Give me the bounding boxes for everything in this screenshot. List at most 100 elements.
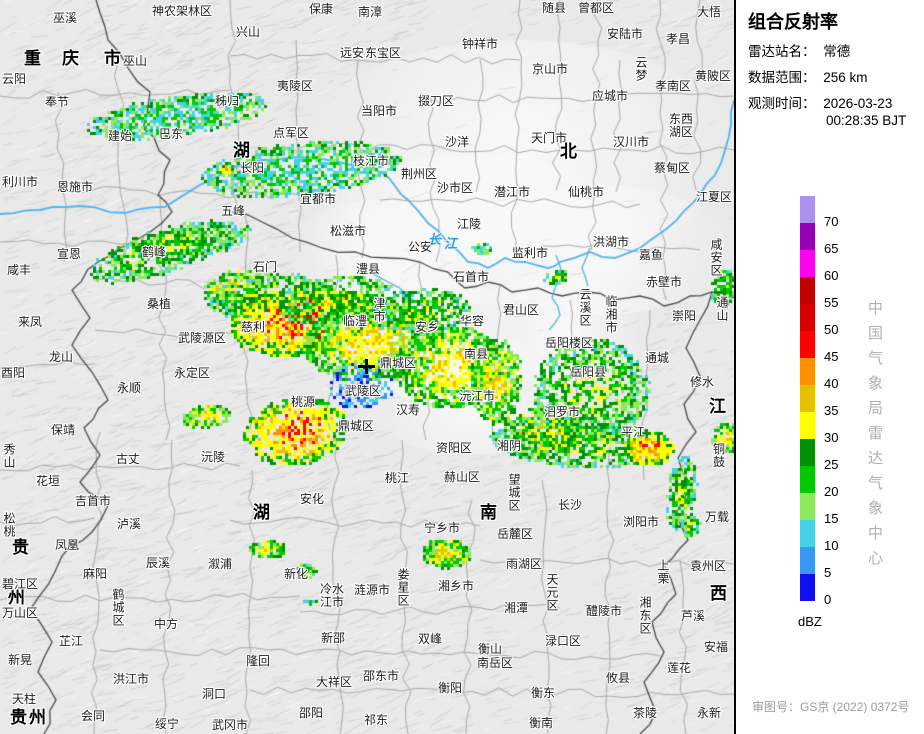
map-label: 沅陵 <box>201 450 226 464</box>
legend-tick-label: 25 <box>824 457 839 472</box>
map-label: 点军区 <box>273 126 310 140</box>
map-label: 临澧 <box>343 314 368 328</box>
map-label: 岳阳县 <box>570 365 607 379</box>
map-label: 泸溪 <box>117 517 142 531</box>
map-label: 岳麓区 <box>497 527 534 541</box>
map-label: 保康 <box>309 2 334 16</box>
map-label: 华容 <box>460 314 485 328</box>
map-label: 雨湖区 <box>506 557 543 571</box>
map-label: 龙山 <box>49 350 74 364</box>
legend-color-block <box>800 304 815 331</box>
map-label: 洪江市 <box>113 672 150 686</box>
map-label: 南岳区 <box>477 656 514 670</box>
legend-tick-label: 20 <box>824 484 839 499</box>
range-label: 数据范围： <box>748 70 816 85</box>
map-label: 湘乡市 <box>438 579 475 593</box>
map-label: 嘉鱼 <box>639 248 664 262</box>
map-label: 汨罗市 <box>544 405 581 419</box>
map-label: 吉首市 <box>75 494 112 508</box>
map-label: 江 <box>709 397 726 416</box>
map-label: 新化 <box>284 567 309 581</box>
legend-tick-label: 5 <box>824 565 832 580</box>
map-label: 应城市 <box>592 89 629 103</box>
map-label: 芷江 <box>59 634 84 648</box>
legend-unit: dBZ <box>798 614 822 629</box>
map-label: 洪湖市 <box>593 235 630 249</box>
legend-color-block <box>800 277 815 304</box>
map-label: 鹤峰 <box>142 245 167 259</box>
map-label: 湖 <box>233 141 250 160</box>
map-label: 津市 <box>372 297 386 323</box>
map-label: 天元区 <box>545 573 559 612</box>
legend-tick-label: 0 <box>824 592 832 607</box>
map-label: 鹤城区 <box>111 588 125 627</box>
map-label: 神农架林区 <box>152 4 213 18</box>
map-label: 铜鼓 <box>713 442 726 469</box>
legend-color-block <box>800 331 815 358</box>
map-label: 辰溪 <box>146 556 171 570</box>
map-label: 枝江市 <box>353 154 390 168</box>
legend-color-block <box>800 520 815 547</box>
map-label: 万山区 <box>2 606 39 620</box>
map-label: 君山区 <box>503 303 540 317</box>
range-value: 256 km <box>823 70 868 85</box>
map-label: 州 <box>29 708 46 727</box>
map-label: 宣恩 <box>57 247 82 261</box>
legend-tick-label: 35 <box>824 403 839 418</box>
map-label: 武冈市 <box>212 718 249 732</box>
legend-color-block <box>800 574 815 601</box>
map-label: 沙市区 <box>437 181 474 195</box>
map-label: 贵 <box>10 708 27 727</box>
map-label: 保靖 <box>51 423 76 437</box>
legend-tick-label: 60 <box>824 268 839 283</box>
map-label: 庆 <box>62 49 79 68</box>
map-label: 花垣 <box>36 474 61 488</box>
map-label: 钟祥市 <box>462 37 499 51</box>
legend-color-block <box>800 466 815 493</box>
map-label: 石门 <box>253 260 278 274</box>
map-label: 西 <box>710 584 727 603</box>
map-label: 长沙 <box>558 498 583 512</box>
map-label: 衡阳 <box>438 681 463 695</box>
map-label: 安福 <box>704 640 729 654</box>
map-label: 松滋市 <box>330 224 367 238</box>
map-label: 东宝区 <box>365 46 402 60</box>
map-label: 澧县 <box>356 262 381 276</box>
map-label: 永新 <box>697 706 722 720</box>
info-panel: 组合反射率 雷达站名： 常德 数据范围： 256 km 观测时间： 2026-0… <box>734 0 924 734</box>
map-label: 慈利 <box>241 320 266 334</box>
map-label: 鼎城区 <box>380 356 417 370</box>
map-label: 上栗 <box>656 559 670 585</box>
map-label: 永顺 <box>117 381 142 395</box>
map-label: 碧江区 <box>2 577 39 591</box>
map-label: 江 <box>444 236 458 251</box>
map-label: 汉寿 <box>396 403 421 417</box>
map-label: 公安 <box>408 240 433 254</box>
station-row: 雷达站名： 常德 <box>748 40 850 60</box>
map-label: 远安 <box>340 46 365 60</box>
map-label: 长 <box>428 232 442 247</box>
map-label: 秀山 <box>2 443 16 469</box>
map-label: 修水 <box>690 375 715 389</box>
map-label: 崇阳 <box>672 309 697 323</box>
map-label: 恩施市 <box>57 180 94 194</box>
map-label: 冷水 江市 <box>320 582 345 609</box>
map-label: 掇刀区 <box>418 94 455 108</box>
map-label: 随县 <box>542 1 567 15</box>
map-label: 巫溪 <box>53 11 78 25</box>
map-label: 孝南区 <box>655 79 692 93</box>
map-label: 古丈 <box>116 452 141 466</box>
map-label: 衡东 <box>531 686 556 700</box>
legend-tick-label: 15 <box>824 511 839 526</box>
map-label: 望城区 <box>507 473 521 512</box>
legend-color-block <box>800 250 815 277</box>
obstime-label: 观测时间： <box>748 96 816 111</box>
map-approval-number: 审图号：GS京 (2022) 0372号 <box>752 700 910 714</box>
map-label: 州 <box>8 588 25 607</box>
legend-tick-label: 40 <box>824 376 839 391</box>
map-label: 咸丰 <box>7 263 32 277</box>
map-label: 通城 <box>645 351 670 365</box>
map-label: 五峰 <box>221 204 246 218</box>
map-label: 酉阳 <box>1 366 26 380</box>
